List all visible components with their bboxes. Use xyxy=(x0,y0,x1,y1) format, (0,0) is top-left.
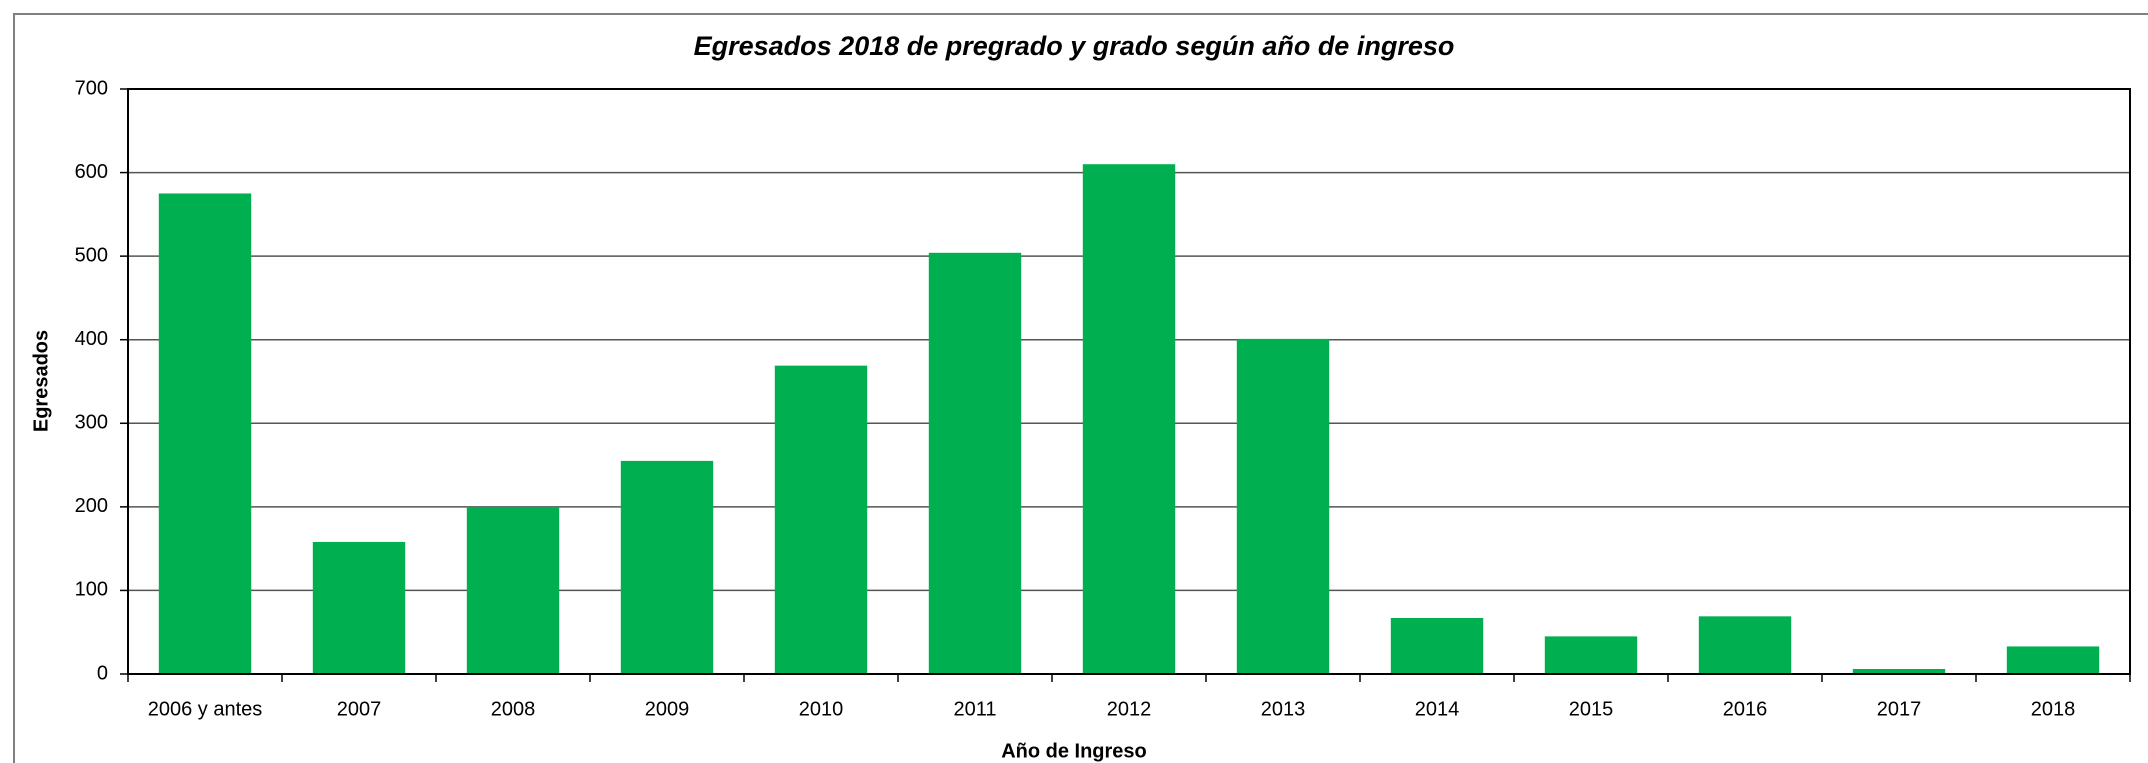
y-tick-label: 700 xyxy=(75,77,108,99)
bar xyxy=(2006,646,2100,674)
x-tick-label: 2012 xyxy=(1107,698,1152,720)
bar xyxy=(312,541,406,674)
x-tick-label: 2008 xyxy=(491,698,536,720)
y-tick-label: 0 xyxy=(97,662,108,684)
y-tick-label: 300 xyxy=(75,412,108,434)
x-tick-label: 2010 xyxy=(799,698,844,720)
x-tick-label: 2018 xyxy=(2031,698,2076,720)
x-tick-label: 2007 xyxy=(337,698,382,720)
bar xyxy=(1852,668,1946,674)
bar xyxy=(774,365,868,674)
y-tick-label: 200 xyxy=(75,495,108,517)
bar xyxy=(1236,338,1330,674)
y-tick-label: 600 xyxy=(75,161,108,183)
chart-title: Egresados 2018 de pregrado y grado según… xyxy=(694,31,1455,61)
bar xyxy=(1390,618,1484,674)
y-tick-label: 500 xyxy=(75,244,108,266)
x-axis-title: Año de Ingreso xyxy=(1001,740,1147,762)
x-tick-label: 2009 xyxy=(645,698,690,720)
x-tick-label: 2017 xyxy=(1877,698,1922,720)
bar xyxy=(928,252,1022,675)
y-tick-label: 100 xyxy=(75,579,108,601)
bar xyxy=(1082,164,1176,674)
x-tick-label: 2015 xyxy=(1569,698,1614,720)
x-tick-label: 2016 xyxy=(1723,698,1768,720)
x-tick-label: 2013 xyxy=(1261,698,1306,720)
y-axis-title: Egresados xyxy=(30,330,52,432)
bar xyxy=(158,193,252,674)
x-tick-label: 2006 y antes xyxy=(148,698,263,720)
bar xyxy=(466,506,560,674)
x-tick-label: 2014 xyxy=(1415,698,1460,720)
chart-border xyxy=(13,13,2148,763)
bar xyxy=(620,460,714,674)
bar xyxy=(1698,616,1792,674)
plot-border xyxy=(127,88,2131,675)
bar xyxy=(1544,636,1638,674)
y-tick-label: 400 xyxy=(75,328,108,350)
x-tick-label: 2011 xyxy=(953,698,996,720)
